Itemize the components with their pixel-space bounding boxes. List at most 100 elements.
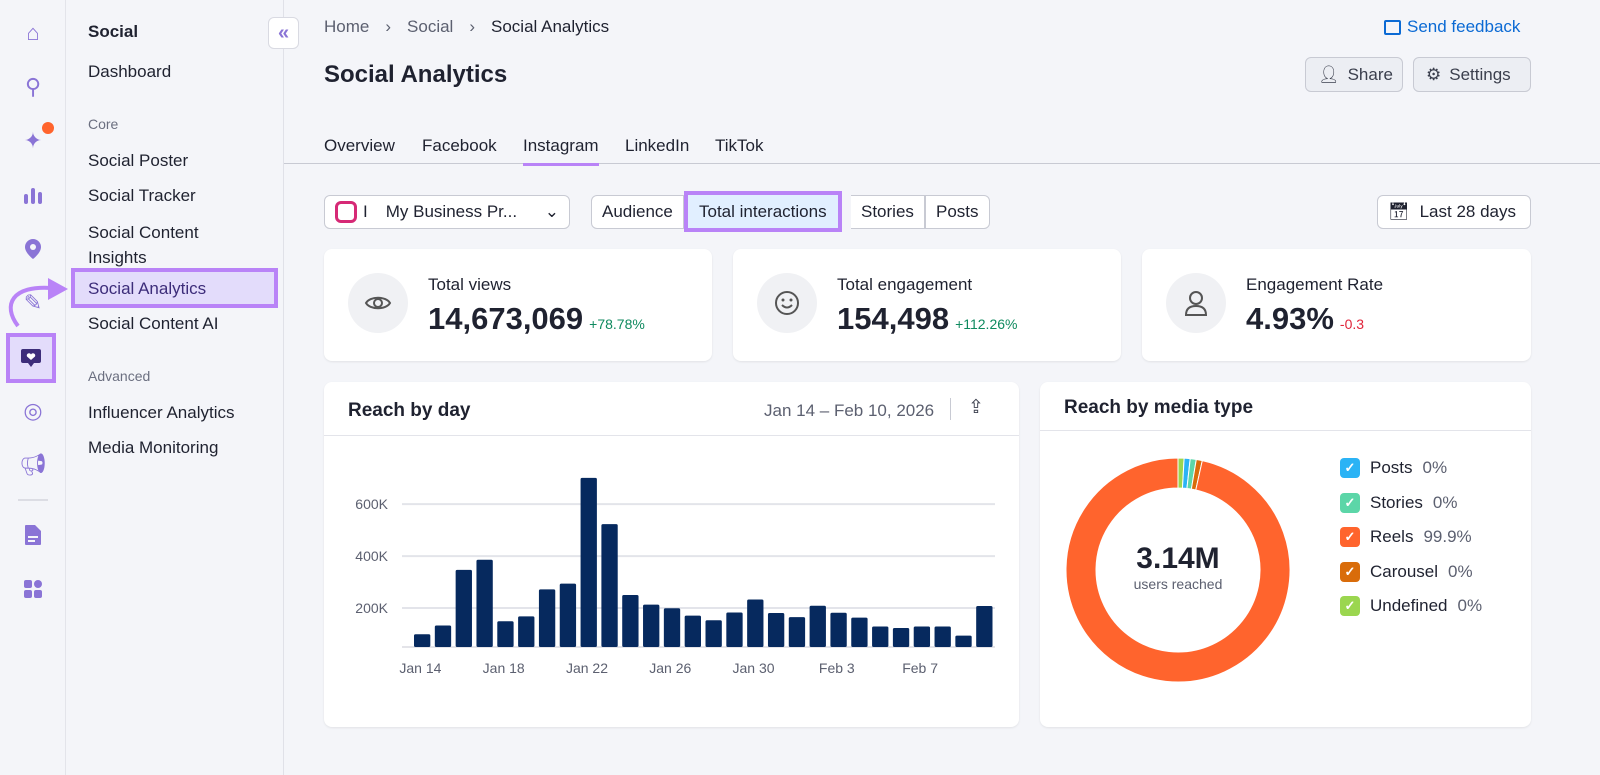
segment-posts[interactable]: Posts — [925, 195, 990, 229]
sidebar-item-social-tracker[interactable]: Social Tracker — [88, 186, 196, 205]
tab-facebook[interactable]: Facebook — [422, 136, 497, 155]
chat-bubble-icon — [1384, 19, 1401, 35]
tab-instagram[interactable]: Instagram — [523, 136, 599, 166]
bar — [622, 595, 639, 647]
eye-icon — [348, 273, 408, 333]
location-pin-icon[interactable] — [18, 234, 48, 264]
bar — [851, 617, 868, 647]
breadcrumb-social[interactable]: Social — [407, 17, 454, 36]
legend-item-posts[interactable]: ✓ Posts 0% — [1340, 458, 1447, 478]
bar — [476, 559, 493, 647]
bar — [538, 589, 556, 647]
tab-linkedin[interactable]: LinkedIn — [625, 136, 690, 155]
checkbox-icon[interactable]: ✓ — [1340, 458, 1360, 478]
x-tick-label: Feb 7 — [902, 660, 938, 676]
x-tick-label: Jan 14 — [399, 660, 441, 676]
sidebar-item-social-poster[interactable]: Social Poster — [88, 151, 189, 170]
settings-label: Settings — [1449, 64, 1511, 84]
send-feedback-link[interactable]: Send feedback — [1384, 17, 1520, 37]
legend-item-carousel[interactable]: ✓ Carousel 0% — [1340, 561, 1473, 582]
bar — [455, 569, 472, 647]
sidebar-item-dashboard[interactable]: Dashboard — [88, 62, 172, 81]
cursor-target-icon[interactable]: ◎ — [23, 398, 43, 423]
bar — [643, 604, 660, 647]
calendar-icon: 📅︎ — [1388, 202, 1410, 221]
bar — [705, 620, 722, 647]
bar — [955, 635, 972, 647]
export-icon[interactable]: ⇪ — [968, 397, 984, 418]
pencil-icon[interactable]: ✎ — [23, 290, 43, 315]
rail-divider — [18, 499, 48, 501]
instagram-icon — [335, 201, 357, 223]
x-tick-label: Jan 22 — [566, 660, 608, 676]
profile-name: My Business Pr... — [385, 202, 518, 221]
social-nav-active[interactable] — [6, 333, 56, 383]
y-tick-label: 400K — [355, 548, 388, 564]
checkbox-icon[interactable]: ✓ — [1340, 561, 1360, 582]
date-range-button[interactable]: 📅︎ Last 28 days — [1377, 195, 1531, 229]
reach-by-media-type-card: Reach by media type 3.14M users reached … — [1040, 382, 1531, 727]
collapse-sidebar-button[interactable]: « — [268, 17, 299, 49]
legend-item-stories[interactable]: ✓ Stories 0% — [1340, 492, 1458, 513]
bar — [872, 626, 889, 647]
tabs-divider — [284, 163, 1600, 164]
divider — [950, 398, 951, 420]
tab-overview[interactable]: Overview — [324, 136, 395, 155]
bar-chart-icon[interactable] — [18, 180, 48, 210]
breadcrumb: Home › Social › Social Analytics — [324, 17, 609, 37]
chevron-right-icon: › — [469, 17, 476, 36]
kpi-label: Total engagement — [837, 275, 973, 294]
tab-tiktok[interactable]: TikTok — [715, 136, 764, 155]
bar — [767, 612, 785, 647]
sidebar-heading-core: Core — [88, 116, 119, 132]
x-tick-label: Jan 18 — [483, 660, 525, 676]
breadcrumb-home[interactable]: Home — [324, 17, 370, 36]
apps-grid-icon[interactable] — [18, 574, 48, 604]
segment-total-interactions[interactable]: Total interactions — [684, 191, 842, 232]
legend-value: 99.9% — [1423, 527, 1472, 546]
chart-date-range: Jan 14 – Feb 10, 2026 — [764, 401, 935, 420]
sparkles-trend-icon[interactable]: ✦ — [18, 122, 54, 156]
legend-item-reels[interactable]: ✓ Reels 99.9% — [1340, 527, 1472, 547]
chevron-right-icon: › — [385, 17, 392, 36]
sidebar-item-influencer-analytics[interactable]: Influencer Analytics — [88, 403, 235, 422]
checkbox-icon[interactable]: ✓ — [1340, 527, 1360, 547]
bar — [747, 599, 764, 647]
bar — [788, 617, 806, 647]
megaphone-icon[interactable]: 📢︎ — [19, 452, 47, 477]
settings-button[interactable]: ⚙ Settings — [1413, 57, 1531, 92]
bar — [684, 615, 701, 647]
sidebar-item-social-analytics[interactable]: Social Analytics — [71, 268, 278, 308]
x-tick-label: Jan 30 — [733, 660, 775, 676]
home-icon[interactable]: ⌂ — [26, 20, 40, 45]
checkbox-icon[interactable]: ✓ — [1340, 492, 1360, 513]
date-range-label: Last 28 days — [1419, 202, 1516, 221]
document-icon[interactable] — [18, 520, 48, 550]
share-button[interactable]: 👤︎ Share — [1305, 57, 1403, 92]
legend-value: 0% — [1432, 492, 1458, 512]
chart-title: Reach by media type — [1064, 397, 1254, 418]
legend-value: 0% — [1457, 596, 1483, 615]
sidebar-item-media-monitoring[interactable]: Media Monitoring — [88, 438, 219, 457]
bar — [580, 477, 597, 647]
y-tick-label: 600K — [355, 496, 388, 512]
profile-select[interactable]: I My Business Pr... ⌄ — [324, 195, 570, 229]
legend-item-undefined[interactable]: ✓ Undefined 0% — [1340, 596, 1482, 616]
segment-stories[interactable]: Stories — [851, 195, 925, 229]
legend-label: Carousel — [1370, 561, 1439, 581]
bar — [414, 634, 431, 647]
donut-center-value: 3.14M — [1136, 542, 1220, 575]
chevron-down-icon: ⌄ — [544, 202, 559, 221]
kpi-value: 14,673,069 +78.78% — [428, 301, 645, 336]
social-sidebar: Social Dashboard Core Social Poster Soci… — [66, 0, 284, 775]
sidebar-item-social-content-ai[interactable]: Social Content AI — [88, 314, 219, 333]
highlight-arrow — [8, 278, 68, 328]
bar — [726, 612, 743, 647]
kpi-card-total-engagement: Total engagement 154,498 +112.26% — [733, 249, 1121, 361]
checkbox-icon[interactable]: ✓ — [1340, 596, 1360, 616]
kpi-delta: +78.78% — [589, 316, 645, 332]
segment-audience[interactable]: Audience — [591, 195, 684, 229]
sidebar-item-social-content-insights[interactable]: Social Content Insights — [88, 223, 199, 267]
search-cog-icon[interactable]: ⚲ — [24, 74, 42, 99]
kpi-label: Total views — [428, 275, 512, 294]
